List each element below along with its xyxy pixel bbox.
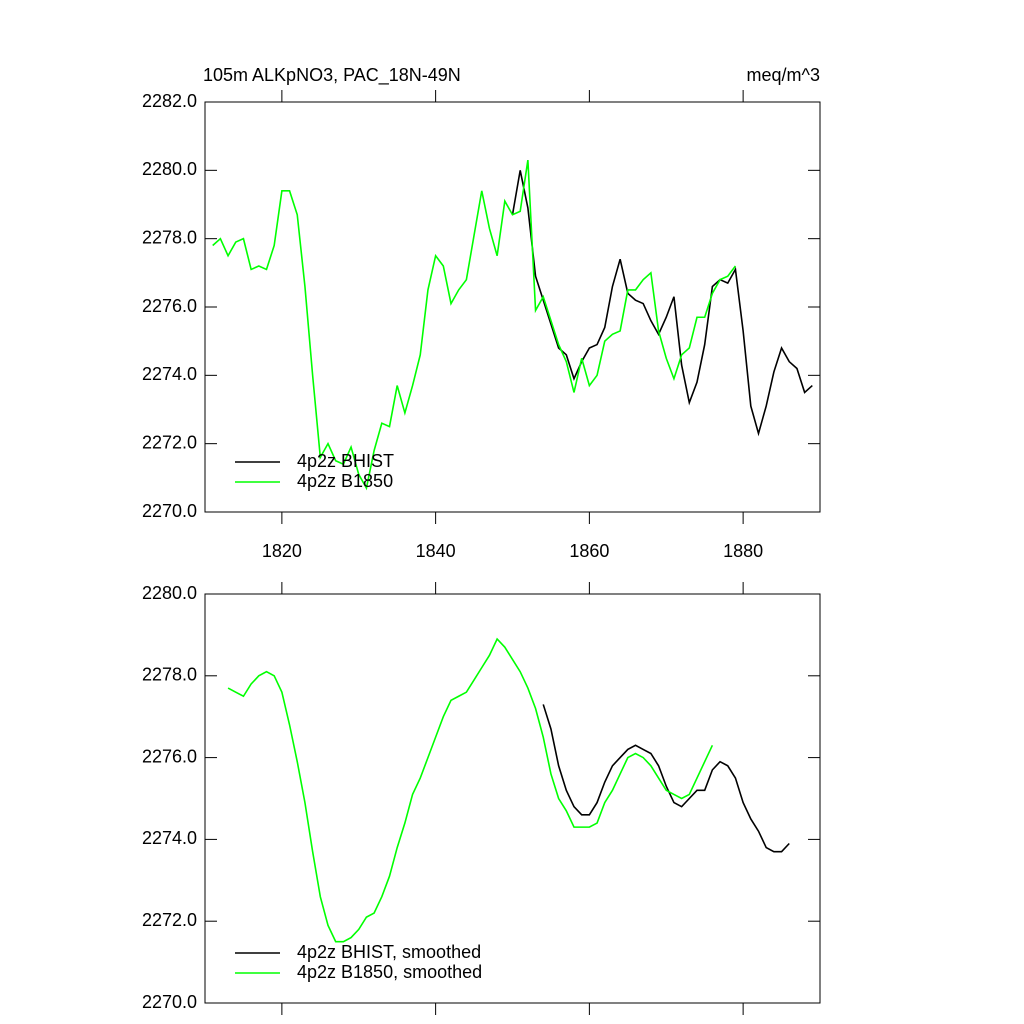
y-tick-label: 2272.0 bbox=[142, 910, 197, 930]
y-tick-label: 2282.0 bbox=[142, 91, 197, 111]
y-tick-label: 2272.0 bbox=[142, 432, 197, 452]
chart-title: 105m ALKpNO3, PAC_18N-49N bbox=[203, 65, 461, 86]
x-tick-label: 1860 bbox=[569, 541, 609, 561]
legend-label: 4p2z BHIST bbox=[297, 451, 394, 471]
y-tick-label: 2278.0 bbox=[142, 665, 197, 685]
legend-label: 4p2z B1850 bbox=[297, 471, 393, 491]
y-tick-label: 2276.0 bbox=[142, 746, 197, 766]
legend-label: 4p2z B1850, smoothed bbox=[297, 962, 482, 982]
plot-frame bbox=[204, 593, 821, 1004]
legend-label: 4p2z BHIST, smoothed bbox=[297, 942, 481, 962]
data-line bbox=[227, 637, 714, 943]
units-label: meq/m^3 bbox=[747, 65, 820, 85]
y-tick-label: 2280.0 bbox=[142, 583, 197, 603]
data-line bbox=[542, 704, 790, 853]
x-tick-label: 1820 bbox=[262, 541, 302, 561]
x-tick-label: 1880 bbox=[723, 541, 763, 561]
y-tick-label: 2274.0 bbox=[142, 364, 197, 384]
y-tick-label: 2278.0 bbox=[142, 227, 197, 247]
data-line bbox=[212, 159, 737, 491]
y-tick-label: 2274.0 bbox=[142, 828, 197, 848]
x-tick-label: 1840 bbox=[416, 541, 456, 561]
y-tick-label: 2276.0 bbox=[142, 296, 197, 316]
y-tick-label: 2270.0 bbox=[142, 992, 197, 1012]
y-tick-label: 2280.0 bbox=[142, 159, 197, 179]
y-tick-label: 2270.0 bbox=[142, 501, 197, 521]
